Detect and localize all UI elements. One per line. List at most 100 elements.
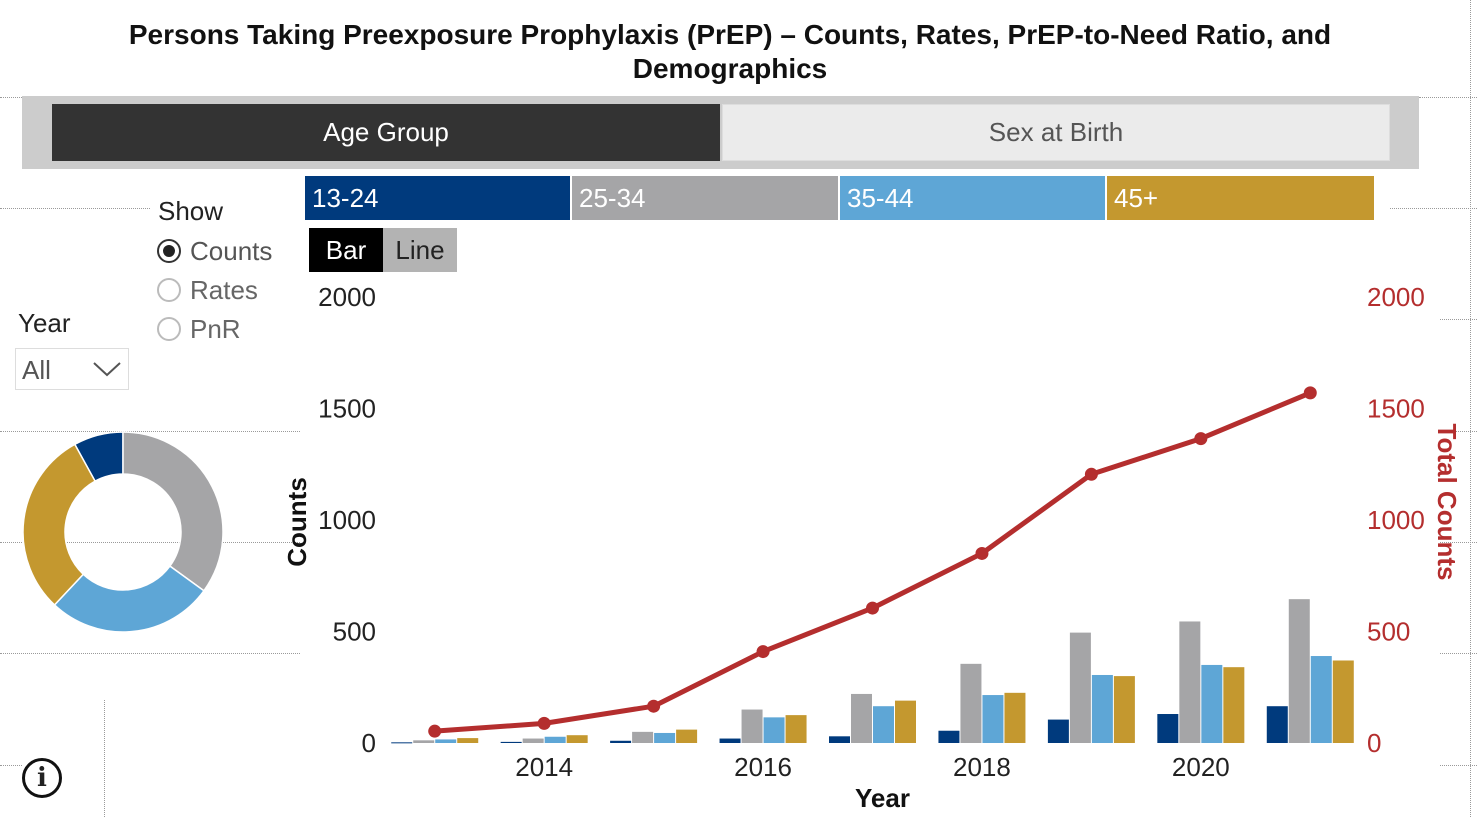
bar-25-34 (413, 740, 435, 743)
container-border (0, 431, 300, 432)
bar-35-44 (982, 695, 1004, 743)
container-border (1419, 97, 1477, 98)
y-tick-label: 500 (333, 617, 376, 647)
x-tick-label: 2016 (734, 752, 792, 782)
bar-35-44 (435, 739, 457, 743)
y-tick-label: 0 (362, 728, 376, 758)
bar-45+ (895, 700, 916, 743)
dimension-tab-bar: Age Group Sex at Birth (22, 96, 1419, 169)
bar-35-44 (654, 732, 676, 743)
bar-45+ (457, 738, 479, 743)
container-border (1440, 431, 1477, 432)
bar-35-44 (873, 706, 894, 743)
show-option-rates[interactable]: Rates (157, 273, 258, 307)
y2-tick-label: 1000 (1367, 505, 1425, 535)
radio-counts[interactable] (157, 239, 181, 263)
y-tick-label: 1000 (318, 505, 376, 535)
info-icon[interactable]: i (22, 758, 62, 798)
bar-35-44 (544, 736, 566, 743)
bar-45+ (566, 735, 588, 743)
bar-35-44 (1310, 656, 1332, 743)
total-counts-point (1084, 467, 1098, 481)
bar-13-24 (500, 741, 522, 743)
bar-toggle-button[interactable]: Bar (309, 228, 383, 272)
legend-item-35-44[interactable]: 35-44 (840, 176, 1107, 220)
container-border (1470, 0, 1471, 817)
total-counts-point (975, 546, 989, 560)
tab-age-group[interactable]: Age Group (52, 104, 720, 161)
total-counts-point (756, 645, 770, 659)
radio-pnr[interactable] (157, 317, 181, 341)
x-tick-label: 2014 (515, 752, 573, 782)
bar-45+ (1332, 660, 1354, 743)
legend-item-25-34[interactable]: 25-34 (572, 176, 840, 220)
show-option-pnr[interactable]: PnR (157, 312, 241, 346)
show-option-label: PnR (190, 313, 241, 344)
bar-25-34 (960, 663, 982, 743)
container-border (0, 765, 22, 766)
donut-slice-35-44 (53, 565, 205, 633)
counts-bar-line-chart: 0 500 1000 1500 2000 0 500 1000 1500 2000 2014 2016… (282, 282, 1462, 813)
y-tick-label: 1500 (318, 394, 376, 424)
total-counts-point (647, 699, 661, 713)
y2-axis-title: Total Counts (1432, 424, 1462, 581)
total-counts-point (1303, 386, 1317, 400)
bar-13-24 (938, 730, 960, 743)
total-counts-line (434, 390, 1312, 734)
container-border (104, 700, 105, 817)
container-border (0, 653, 300, 654)
bar-13-24 (829, 736, 850, 743)
bar-25-34 (1069, 632, 1091, 743)
container-border (0, 97, 22, 98)
radio-rates[interactable] (157, 278, 181, 302)
container-border (1440, 542, 1477, 543)
container-border (0, 542, 300, 543)
bar-13-24 (610, 740, 632, 743)
page-title: Persons Taking Preexposure Prophylaxis (… (128, 19, 1332, 84)
bar-25-34 (851, 693, 872, 743)
year-dropdown-value: All (22, 355, 51, 385)
age-donut-chart (22, 431, 224, 633)
container-border (0, 208, 150, 209)
bar-25-34 (1288, 599, 1310, 743)
y-tick-label: 2000 (318, 282, 376, 312)
y2-tick-label: 1500 (1367, 394, 1425, 424)
y-axis-title: Counts (282, 477, 312, 567)
bar-25-34 (522, 738, 544, 743)
bar-13-24 (391, 742, 413, 744)
x-tick-label: 2020 (1172, 752, 1230, 782)
bar-13-24 (1266, 706, 1288, 743)
container-border (1440, 765, 1477, 766)
year-dropdown[interactable]: All (15, 348, 129, 390)
show-option-label: Rates (190, 274, 258, 305)
legend-item-13-24[interactable]: 13-24 (305, 176, 572, 220)
bar-45+ (676, 729, 698, 743)
year-filter-label: Year (18, 308, 71, 338)
bar-35-44 (1201, 664, 1223, 743)
total-counts-point (1194, 432, 1208, 446)
container-border (1390, 208, 1477, 209)
bar-13-24 (1047, 719, 1069, 743)
show-label: Show (158, 196, 224, 226)
line-toggle-button[interactable]: Line (383, 228, 457, 272)
container-border (1440, 653, 1477, 654)
legend-item-45-plus[interactable]: 45+ (1107, 176, 1374, 220)
total-counts-point (428, 724, 442, 738)
donut-slice-45+ (22, 443, 97, 606)
show-option-label: Counts (190, 235, 273, 266)
bar-45+ (1113, 676, 1135, 743)
y2-tick-label: 0 (1367, 728, 1381, 758)
x-tick-label: 2018 (953, 752, 1011, 782)
bar-25-34 (632, 731, 654, 743)
y2-tick-label: 2000 (1367, 282, 1425, 312)
show-option-counts[interactable]: Counts (157, 234, 272, 268)
container-border (1440, 319, 1477, 320)
bar-25-34 (741, 709, 763, 743)
x-axis-title: Year (855, 783, 910, 813)
bar-13-24 (1157, 714, 1179, 743)
bar-35-44 (763, 717, 785, 743)
tab-sex-at-birth[interactable]: Sex at Birth (722, 104, 1390, 161)
bar-45+ (1223, 667, 1245, 743)
total-counts-point (866, 601, 879, 615)
bar-35-44 (1091, 674, 1113, 743)
